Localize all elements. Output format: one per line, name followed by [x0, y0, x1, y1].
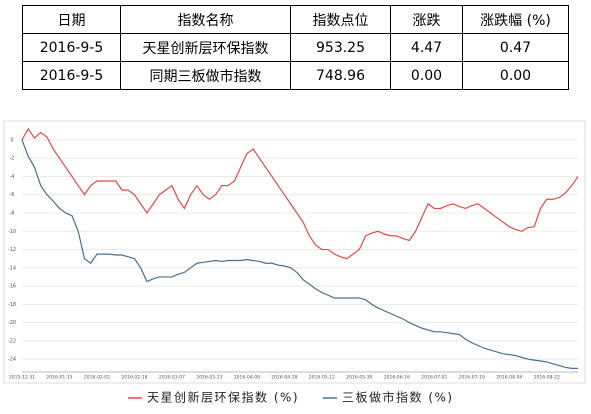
x-tick-label: 2016-03-23 [196, 375, 222, 381]
y-tick-label: 0 [10, 137, 13, 143]
row: 2016-9-5 同期三板做市指数 748.96 0.00 0.00 [22, 61, 569, 90]
x-tick-label: 2016-02-18 [121, 375, 147, 381]
y-tick-label: -2 [10, 156, 15, 162]
x-tick-label: 2016-01-15 [46, 375, 72, 381]
x-tick-label: 2016-07-01 [421, 375, 447, 381]
y-tick-label: -14 [8, 265, 16, 271]
x-tick-label: 2016-05-30 [346, 375, 372, 381]
header-row: 日期 指数名称 指数点位 涨跌 涨跌幅 (%) [22, 5, 569, 34]
series-line [21, 127, 579, 260]
cell: 2016-9-5 [22, 61, 121, 90]
y-tick-label: -12 [8, 247, 16, 253]
header-cell: 涨跌幅 (%) [462, 5, 569, 34]
cell: 748.96 [290, 61, 391, 90]
x-tick-label: 2016-07-19 [459, 375, 485, 381]
y-tick-label: -22 [8, 338, 16, 344]
cell: 953.25 [290, 33, 391, 62]
cell: 天星创新层环保指数 [120, 33, 291, 62]
x-tick-label: 2016-06-16 [384, 375, 410, 381]
x-tick-label: 2016-04-08 [234, 375, 260, 381]
legend-label: 天星创新层环保指数 (%) [147, 390, 299, 405]
x-tick-label: 2016-04-28 [271, 375, 297, 381]
x-tick-label: 2015-12-31 [9, 375, 35, 381]
cell: 0.47 [462, 33, 569, 62]
y-tick-label: -20 [8, 320, 16, 326]
y-tick-label: -6 [10, 192, 15, 198]
cell: 0.00 [462, 61, 569, 90]
chart-frame [3, 120, 586, 384]
y-tick-label: -24 [8, 357, 16, 363]
x-tick-label: 2016-08-04 [496, 375, 522, 381]
y-tick-label: -18 [8, 302, 16, 308]
header-cell: 指数名称 [120, 5, 291, 34]
header-cell: 日期 [22, 5, 121, 34]
cell: 同期三板做市指数 [120, 61, 291, 90]
x-tick-label: 2016-05-12 [309, 375, 335, 381]
x-tick-label: 2016-03-07 [159, 375, 185, 381]
y-tick-label: -10 [8, 229, 16, 235]
legend-label: 三板做市指数 (%) [342, 390, 454, 405]
index-table: 日期 指数名称 指数点位 涨跌 涨跌幅 (%) 2016-9-5 天星创新层环保… [22, 5, 569, 90]
y-tick-label: -8 [10, 210, 15, 216]
y-tick-label: -4 [10, 174, 15, 180]
row: 2016-9-5 天星创新层环保指数 953.25 4.47 0.47 [22, 33, 569, 62]
header-cell: 涨跌 [390, 5, 463, 34]
cell: 4.47 [390, 33, 463, 62]
x-tick-label: 2016-08-22 [534, 375, 560, 381]
series-line [21, 139, 578, 369]
cell: 0.00 [390, 61, 463, 90]
y-tick-label: -16 [8, 284, 16, 290]
x-tick-label: 2016-02-02 [84, 375, 110, 381]
